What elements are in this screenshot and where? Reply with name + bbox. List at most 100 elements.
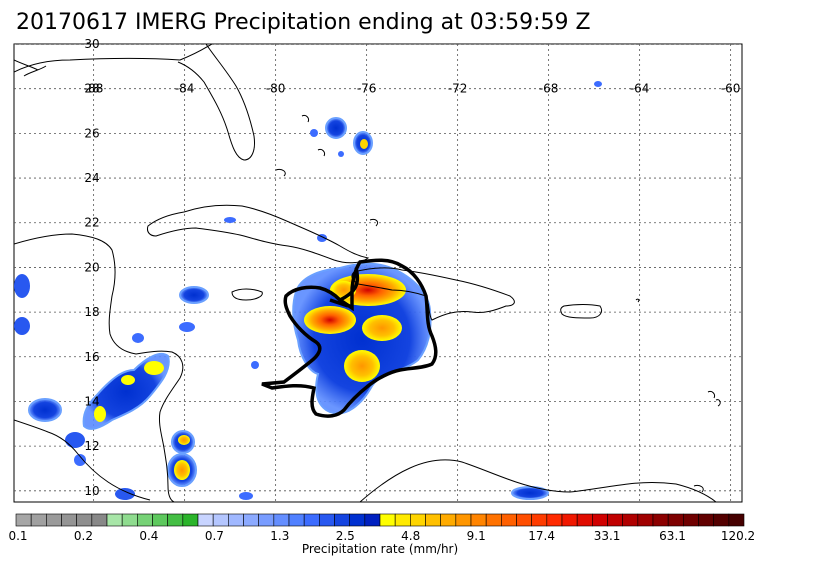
rain-core-honduras-1 [144,361,164,375]
rain-cell-gulf-honduras [132,333,144,343]
colorbar-title: Precipitation rate (mm/hr) [302,542,458,556]
longitude-tick-label: -84 [175,82,195,96]
colorbar-swatch [273,513,290,527]
longitude-tick-label: -76 [357,82,377,96]
colorbar-swatch [121,513,138,527]
rain-cell-guatemala [28,398,62,422]
latitude-tick-label: 16 [84,350,99,364]
latitude-tick-label: 30 [84,37,99,51]
latitude-tick-label: 22 [84,216,99,230]
coast-cuba [147,204,370,264]
coast-trinidad [693,485,704,493]
latitude-tick-label: 12 [84,439,99,453]
colorbar-swatch [197,513,214,527]
colorbar-swatch [212,513,229,527]
colorbar-labels: 0.1 0.2 0.4 0.7 1.3 2.5 4.8 9.1 17.4 33.1 63.1 120.… [8,529,755,543]
coast-jamaica [231,288,263,301]
coast-lesser-antilles [635,298,721,407]
longitude-tick-label: -72 [448,82,468,96]
latitude-tick-label: 20 [84,260,99,274]
highlight-outline [261,258,438,418]
colorbar-swatch [713,513,730,527]
rain-cell-west-edge-1 [14,274,30,298]
colorbar-tick-label: 0.4 [139,529,158,543]
colorbar-swatch [516,513,532,527]
rain-cell-west-edge-2 [14,317,30,335]
colorbar-swatch [607,513,623,527]
latitude-tick-label: 26 [84,126,99,140]
colorbar-tick-label: 0.1 [8,529,27,543]
coast-gulf-north [14,59,47,77]
colorbar-swatch [576,513,593,527]
coast-florida [14,44,255,161]
rain-cell-small-1 [251,361,259,369]
colorbar-swatch [319,513,335,527]
colorbar-swatch [349,513,366,527]
colorbar-swatch [698,513,714,527]
coast-bahamas [275,115,379,227]
latitude-tick-label: 10 [84,484,99,498]
coast-hispaniola [351,267,515,321]
colorbar-swatch [410,513,426,527]
colorbar-swatch [728,513,745,527]
colorbar-swatch [501,513,517,527]
colorbar-swatch [425,513,441,527]
colorbar-tick-label: 120.2 [721,529,755,543]
rain-cell-caymans [179,286,209,304]
colorbar-tick-label: 17.4 [528,529,555,543]
colorbar-tick-label: 33.1 [594,529,621,543]
colorbar-swatch [167,513,184,527]
colorbar-swatch [592,513,608,527]
colorbar-swatch [455,513,472,527]
longitude-tick-label: -80 [266,82,286,96]
coast-yucatan [14,233,184,502]
colorbar-swatch [258,513,275,527]
coast-puerto-rico [560,304,603,319]
rain-cell-bahamas-1 [325,117,347,139]
longitude-tick-label: -68 [539,82,559,96]
coast-pacific-ca [14,419,151,501]
colorbar-tick-label: 9.1 [467,529,486,543]
colorbar-swatch [15,513,32,527]
rain-cell-cuba [224,217,236,223]
colorbar-swatch [561,513,578,527]
rain-cell-south-4 [239,492,253,500]
precipitation-field [14,81,602,500]
colorbar-swatch [303,513,320,527]
colorbar-swatch [652,513,669,527]
coastlines [14,44,721,502]
colorbar-swatch [637,513,654,527]
colorbar-swatch [379,513,396,527]
rain-cell-jamaica-w [179,322,195,332]
map-title: 20170617 IMERG Precipitation ending at 0… [16,10,591,35]
colorbar-swatch [683,513,699,527]
rain-core-south-2 [174,460,190,480]
colorbar-swatch [531,513,548,527]
coast-south-america [359,459,717,502]
colorbar-swatch [46,513,62,527]
rain-cell-elsalvador [65,432,85,448]
colorbar-tick-label: 4.8 [401,529,420,543]
rain-cell-bahamas-4 [338,151,344,157]
colorbar-swatch [288,513,305,527]
longitude-tick-label: -88 [84,82,104,96]
colorbar-swatch [76,513,93,527]
rain-core-west [304,306,356,334]
latitude-tick-label: 24 [84,171,99,185]
colorbar-swatch [364,513,381,527]
colorbar-swatch [91,513,108,527]
latitude-tick-label: 14 [84,394,99,408]
colorbar-swatch [106,513,123,527]
rain-core-honduras-2 [121,375,135,385]
colorbar-swatch [182,513,199,527]
colorbar-tick-label: 0.7 [205,529,224,543]
colorbar-swatch [440,513,457,527]
colorbar-tick-label: 1.3 [270,529,289,543]
colorbar-swatch [228,513,244,527]
rain-core-south [344,350,380,382]
rain-cell-nicaragua [74,454,86,466]
rain-cell-ne [594,81,602,87]
colorbar-swatch [622,513,639,527]
colorbar-swatch [30,513,47,527]
